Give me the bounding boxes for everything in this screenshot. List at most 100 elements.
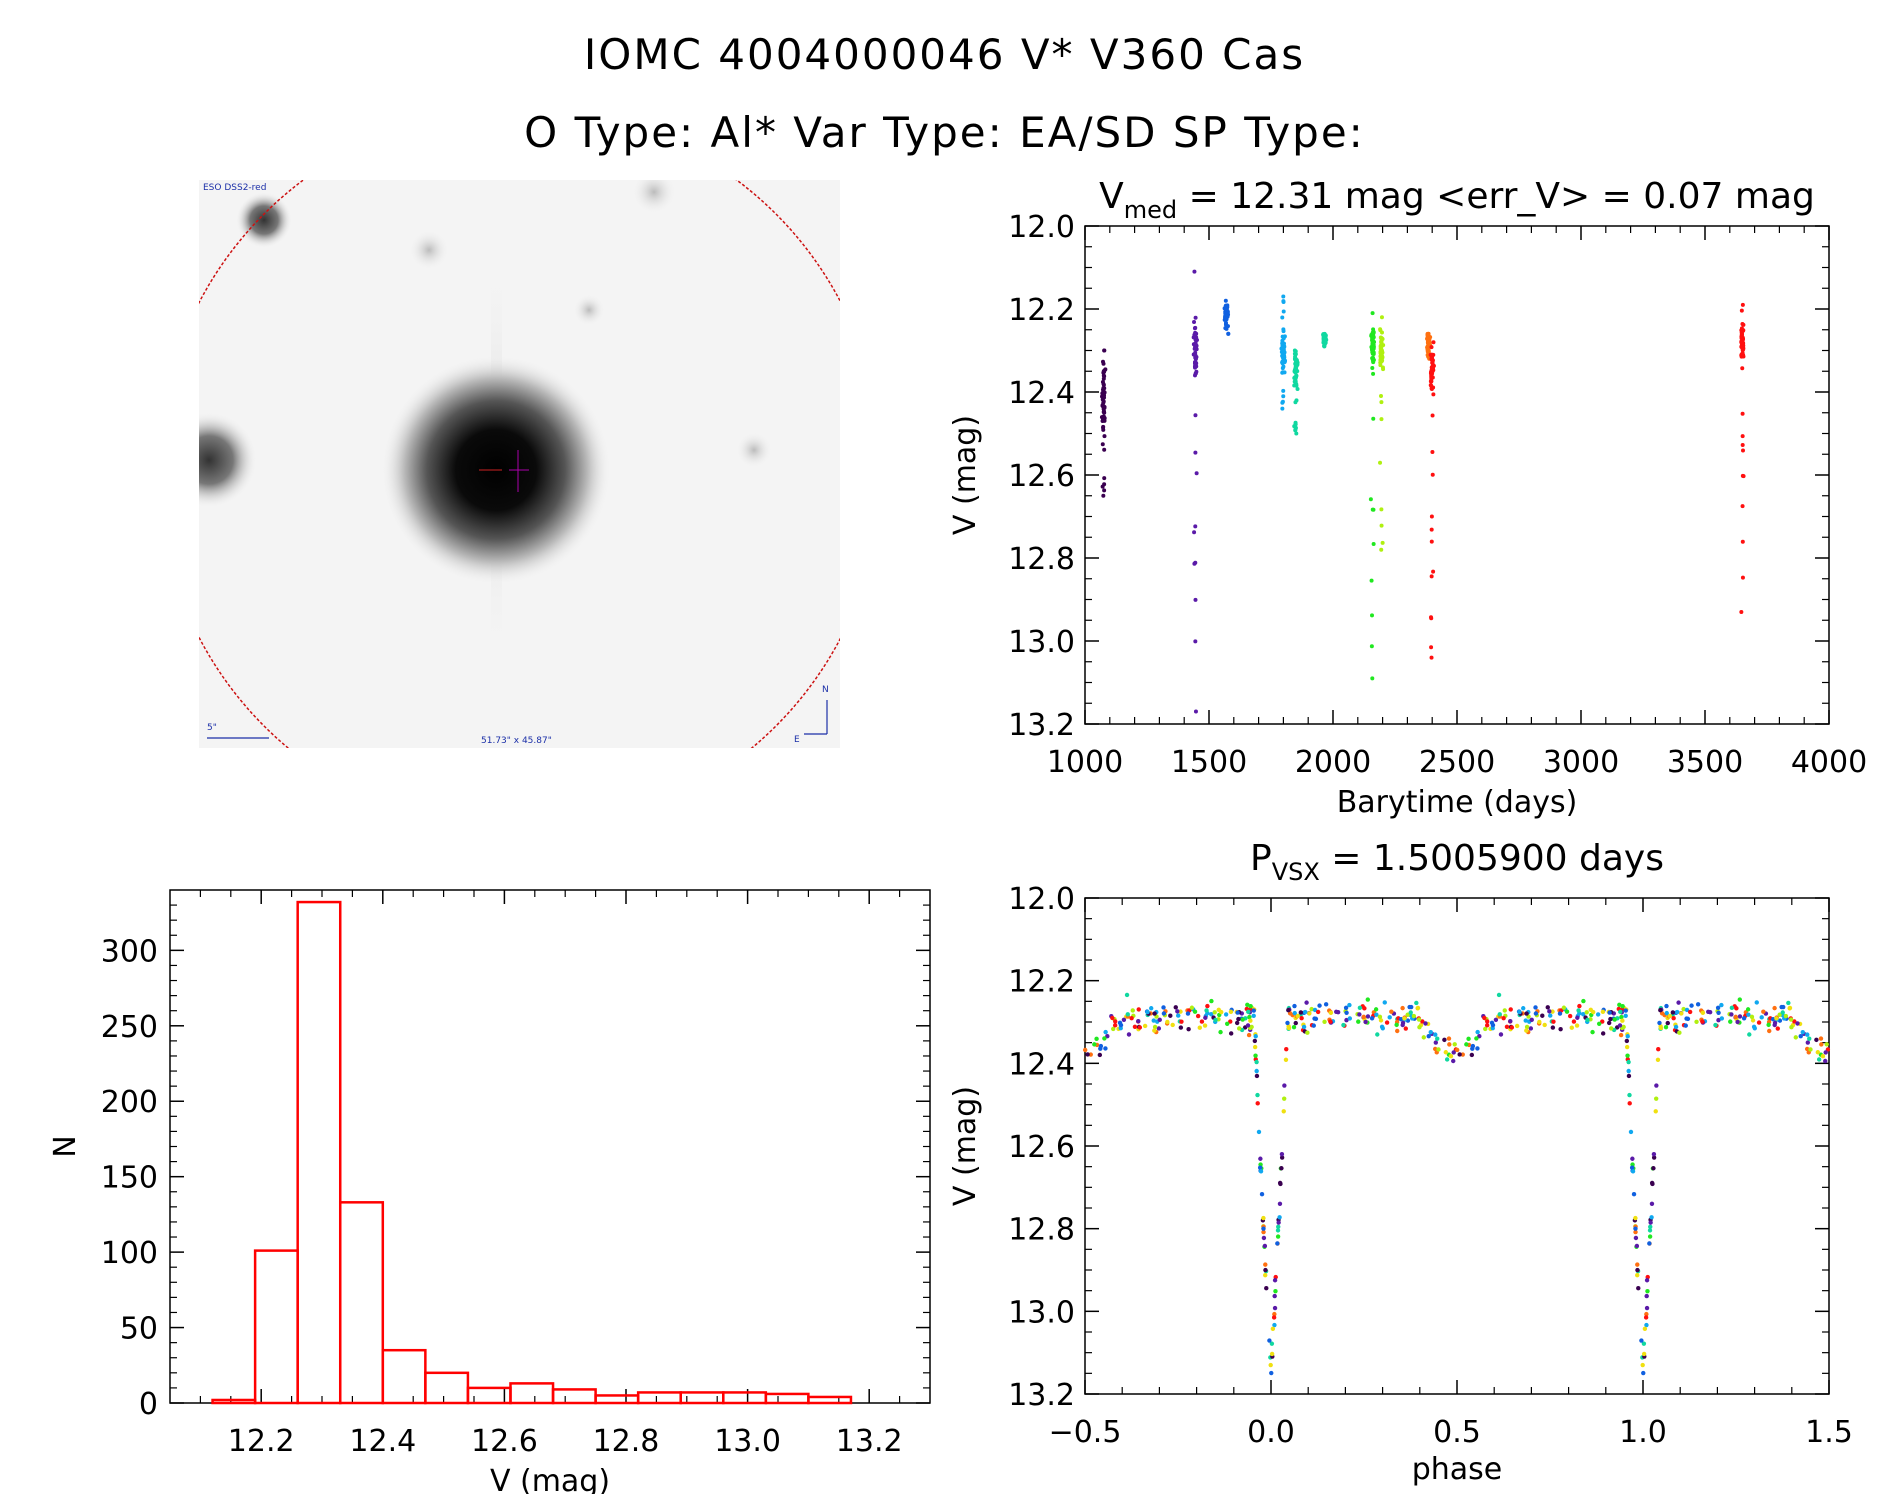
lightcurve-point xyxy=(1280,400,1285,405)
phased-point xyxy=(1483,1026,1488,1032)
sky-image xyxy=(199,180,840,748)
x-axis-label: Barytime (days) xyxy=(1337,785,1578,820)
phased-point xyxy=(1658,1025,1664,1031)
phased-point xyxy=(1272,1278,1278,1283)
phased-point xyxy=(1737,1014,1743,1019)
lightcurve-point xyxy=(1323,336,1328,341)
phased-point xyxy=(1380,1026,1385,1031)
phased-point xyxy=(1681,1006,1686,1012)
lightcurve-point xyxy=(1369,332,1374,337)
phased-point xyxy=(1590,1029,1595,1035)
phased-point xyxy=(1787,1005,1793,1011)
phased-point xyxy=(1641,1351,1647,1357)
phased-point xyxy=(1248,1004,1253,1009)
lightcurve-point xyxy=(1430,472,1435,477)
lightcurve-point xyxy=(1740,411,1745,416)
phased-point xyxy=(1649,1215,1654,1220)
phased-point xyxy=(1363,1019,1368,1025)
neighbor-star xyxy=(409,230,449,270)
phased-point xyxy=(1789,1025,1794,1030)
lightcurve-point xyxy=(1379,343,1384,348)
phased-point xyxy=(1344,1010,1349,1016)
phased-point xyxy=(1606,1020,1612,1026)
phased-point xyxy=(1420,1019,1425,1024)
phased-point xyxy=(1643,1315,1649,1320)
phased-point xyxy=(1772,1005,1777,1011)
lightcurve-point xyxy=(1369,345,1374,350)
phased-point xyxy=(1323,1002,1329,1007)
phased-point xyxy=(1129,1016,1134,1021)
histogram-axes-frame xyxy=(169,889,931,1404)
phased-point xyxy=(1545,1005,1550,1010)
phased-point xyxy=(1633,1229,1638,1235)
phased-point xyxy=(1168,1013,1173,1018)
lightcurve-point xyxy=(1739,609,1744,614)
phased-point xyxy=(1426,1034,1431,1039)
lightcurve-point xyxy=(1223,316,1228,321)
phased-point xyxy=(1576,1008,1581,1013)
y-tick-label: 12.2 xyxy=(1008,293,1075,328)
lightcurve-point xyxy=(1429,655,1434,660)
lightcurve-point xyxy=(1281,309,1286,314)
phased-point xyxy=(1618,1032,1624,1038)
phased-point xyxy=(1687,1009,1693,1015)
phased-point xyxy=(1645,1288,1650,1294)
phased-point xyxy=(1279,1151,1285,1157)
lightcurve-point xyxy=(1281,299,1286,304)
phased-point xyxy=(1608,1016,1613,1022)
lightcurve-point xyxy=(1740,350,1745,355)
histogram-bar xyxy=(211,1398,257,1405)
phased-point xyxy=(1665,1020,1670,1026)
phased-point xyxy=(1213,1017,1218,1023)
phased-point xyxy=(1800,1029,1805,1035)
y-tick-label: 12.6 xyxy=(1008,1130,1075,1165)
phased-point xyxy=(1375,1032,1380,1037)
lightcurve-title: Vmed = 12.31 mag <err_V> = 0.07 mag xyxy=(1099,176,1815,224)
phased-point xyxy=(1446,1036,1452,1041)
lightcurve-point xyxy=(1370,356,1375,361)
phased-point xyxy=(1357,1005,1363,1011)
phased-point xyxy=(1577,1003,1582,1009)
phased-point xyxy=(1195,1013,1201,1019)
phased-point xyxy=(1585,1017,1590,1023)
phased-point xyxy=(1270,1326,1276,1331)
lightcurve-point xyxy=(1425,332,1430,337)
phased-point xyxy=(1334,1009,1339,1014)
phased-point xyxy=(1433,1040,1439,1045)
y-tick-label: 13.0 xyxy=(1008,625,1075,660)
phased-point xyxy=(1623,1013,1628,1018)
phased-point xyxy=(1311,1023,1316,1028)
lightcurve-point xyxy=(1740,302,1745,307)
phased-point xyxy=(1416,1017,1422,1022)
neighbor-star xyxy=(736,432,772,468)
y-tick-label: 150 xyxy=(101,1161,158,1196)
phased-point xyxy=(1428,1029,1433,1035)
phased-point xyxy=(1761,1009,1766,1014)
phased-point xyxy=(1644,1293,1649,1299)
lightcurve-point xyxy=(1294,358,1299,363)
phased-point xyxy=(1295,1013,1300,1019)
y-axis-label: N xyxy=(48,1135,83,1157)
lightcurve-point xyxy=(1102,404,1107,409)
y-tick-label: 0 xyxy=(139,1387,158,1422)
phased-point xyxy=(1269,1370,1274,1376)
phased-point xyxy=(1641,1370,1646,1376)
phased-point xyxy=(1307,1011,1312,1016)
phased-point xyxy=(1185,1011,1191,1016)
phased-point xyxy=(1252,1038,1258,1044)
phased-point xyxy=(1275,1234,1281,1239)
phased-point xyxy=(1165,1019,1170,1025)
phased-point xyxy=(1644,1311,1649,1317)
phased-point xyxy=(1305,1030,1310,1035)
histogram-bar xyxy=(764,1392,810,1405)
lightcurve-point xyxy=(1322,332,1327,337)
phased-point xyxy=(1612,1017,1617,1022)
phased-point xyxy=(1548,1013,1553,1018)
phased-point xyxy=(1819,1042,1824,1047)
phased-point xyxy=(1625,1053,1630,1058)
phased-point xyxy=(1706,1009,1711,1014)
phased-point xyxy=(1117,1020,1123,1026)
phased-point xyxy=(1161,1011,1167,1016)
phased-point xyxy=(1657,1020,1662,1026)
lightcurve-point xyxy=(1379,400,1384,405)
